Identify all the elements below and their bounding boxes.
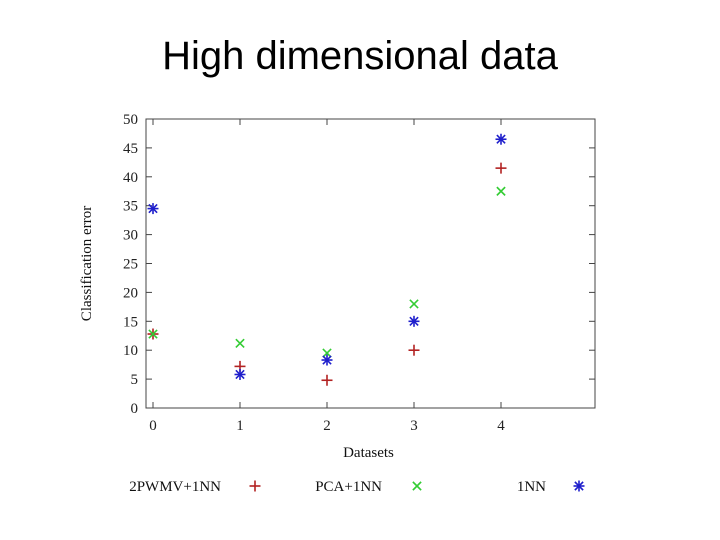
x-tick-label: 2 — [323, 418, 331, 434]
y-tick-label: 35 — [123, 199, 138, 215]
y-axis-ticks: 0 5 10 15 20 25 30 35 40 45 50 — [123, 112, 595, 417]
legend-marker-plus — [249, 480, 261, 492]
data-point-star — [408, 315, 420, 327]
y-tick-label: 45 — [123, 141, 138, 157]
data-point-star — [147, 203, 159, 215]
legend-label: PCA+1NN — [315, 479, 382, 495]
y-tick-label: 20 — [123, 285, 138, 301]
y-axis-label: Classification error — [79, 206, 95, 321]
data-point-plus — [408, 344, 420, 356]
data-point-star — [234, 368, 246, 380]
x-axis-ticks: 0 1 2 3 4 — [149, 119, 505, 434]
y-tick-label: 40 — [123, 170, 138, 186]
data-point-plus — [495, 162, 507, 174]
y-tick-label: 15 — [123, 314, 138, 330]
y-tick-label: 30 — [123, 228, 138, 244]
data-point-plus — [321, 374, 333, 386]
plot-border — [145, 118, 596, 409]
y-tick-label: 25 — [123, 257, 138, 273]
y-tick-label: 0 — [131, 401, 139, 417]
data-point-cross — [322, 348, 332, 358]
data-points — [147, 133, 507, 386]
y-tick-label: 50 — [123, 112, 138, 128]
y-tick-label: 10 — [123, 343, 138, 359]
slide-title: High dimensional data — [162, 34, 558, 78]
legend-marker-star — [573, 480, 585, 492]
legend-label: 1NN — [517, 479, 546, 495]
x-axis-label: Datasets — [343, 445, 394, 461]
x-tick-label: 0 — [149, 418, 157, 434]
legend: 2PWMV+1NN PCA+1NN 1NN — [129, 479, 585, 495]
x-tick-label: 4 — [497, 418, 505, 434]
data-point-star — [495, 133, 507, 145]
x-tick-label: 3 — [410, 418, 418, 434]
legend-marker-cross — [412, 481, 422, 491]
plot-frame — [145, 118, 596, 409]
data-point-cross — [409, 299, 419, 309]
y-tick-label: 5 — [131, 372, 139, 388]
data-point-cross — [496, 186, 506, 196]
data-point-cross — [148, 329, 158, 339]
x-tick-label: 1 — [236, 418, 244, 434]
legend-label: 2PWMV+1NN — [129, 479, 221, 495]
data-point-cross — [235, 338, 245, 348]
data-point-star — [321, 354, 333, 366]
